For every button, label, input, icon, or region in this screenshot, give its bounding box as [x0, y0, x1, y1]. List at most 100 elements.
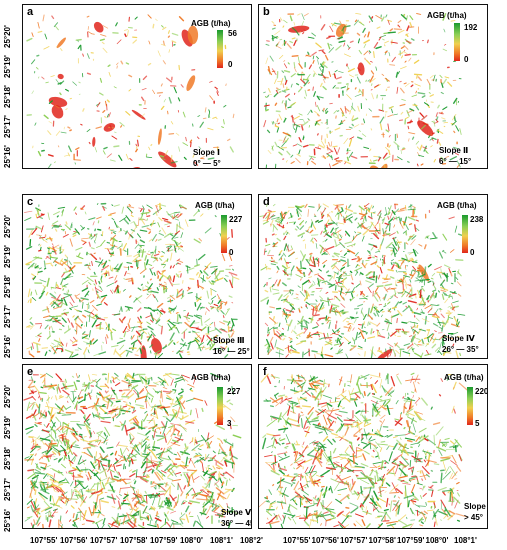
- agb-stroke: [175, 245, 183, 248]
- agb-stroke: [52, 483, 62, 489]
- agb-stroke: [403, 343, 411, 347]
- agb-stroke: [430, 145, 433, 148]
- agb-stroke: [169, 276, 172, 281]
- agb-stroke: [296, 208, 300, 217]
- agb-stroke: [125, 153, 129, 160]
- agb-stroke: [399, 207, 406, 210]
- agb-stroke: [295, 274, 304, 279]
- agb-stroke: [52, 246, 57, 255]
- agb-stroke: [367, 314, 374, 320]
- agb-patch: [157, 128, 162, 145]
- slope-range: 26° — 35°: [442, 345, 479, 354]
- agb-stroke: [414, 352, 423, 358]
- agb-stroke: [437, 486, 447, 492]
- agb-stroke: [400, 46, 405, 49]
- agb-stroke: [114, 221, 118, 228]
- agb-stroke: [176, 396, 181, 405]
- agb-stroke: [350, 155, 358, 159]
- agb-stroke: [23, 396, 34, 401]
- agb-stroke: [305, 301, 311, 306]
- agb-stroke: [129, 469, 133, 472]
- agb-stroke: [26, 516, 33, 519]
- agb-stroke: [167, 455, 171, 461]
- agb-stroke: [34, 469, 42, 473]
- agb-stroke: [110, 332, 113, 341]
- agb-stroke: [303, 328, 308, 334]
- agb-stroke: [28, 386, 32, 392]
- agb-stroke: [346, 265, 351, 267]
- agb-stroke: [199, 121, 204, 128]
- agb-stroke: [357, 327, 364, 333]
- agb-stroke: [69, 461, 72, 467]
- agb-stroke: [94, 519, 104, 525]
- agb-stroke: [94, 482, 101, 485]
- agb-stroke: [368, 250, 371, 253]
- agb-stroke: [134, 495, 142, 499]
- agb-stroke: [330, 141, 333, 147]
- agb-stroke: [300, 204, 304, 208]
- agb-stroke: [141, 88, 147, 91]
- agb-stroke: [125, 349, 133, 353]
- agb-stroke: [410, 335, 414, 343]
- agb-stroke: [211, 299, 214, 304]
- agb-stroke: [110, 269, 113, 272]
- agb-stroke: [120, 409, 131, 413]
- agb-stroke: [139, 208, 143, 212]
- agb-stroke: [52, 347, 57, 354]
- agb-stroke: [391, 306, 397, 310]
- agb-stroke: [171, 32, 179, 36]
- agb-stroke: [271, 121, 278, 125]
- agb-stroke: [94, 314, 98, 318]
- agb-stroke: [111, 135, 118, 140]
- agb-stroke: [99, 460, 102, 462]
- agb-stroke: [167, 320, 175, 327]
- agb-stroke: [147, 379, 150, 385]
- agb-stroke: [173, 245, 177, 253]
- agb-stroke: [148, 231, 152, 235]
- agb-stroke: [293, 221, 296, 225]
- agb-stroke: [126, 328, 130, 330]
- agb-stroke: [368, 50, 372, 53]
- agb-stroke: [371, 212, 373, 218]
- agb-stroke: [276, 265, 280, 270]
- agb-stroke: [92, 313, 98, 319]
- agb-stroke: [89, 475, 92, 480]
- agb-stroke: [208, 470, 217, 475]
- agb-stroke: [193, 314, 201, 319]
- agb-stroke: [146, 218, 149, 222]
- agb-stroke: [226, 138, 231, 142]
- agb-stroke: [200, 316, 203, 326]
- agb-stroke: [449, 249, 455, 253]
- agb-stroke: [290, 73, 296, 78]
- agb-stroke: [97, 433, 106, 440]
- agb-stroke: [205, 307, 210, 312]
- agb-stroke: [176, 223, 178, 233]
- agb-stroke: [365, 506, 367, 511]
- agb-stroke: [294, 325, 296, 330]
- agb-stroke: [274, 78, 277, 84]
- agb-stroke: [113, 464, 116, 471]
- agb-stroke: [170, 161, 178, 164]
- agb-stroke: [394, 216, 400, 220]
- agb-stroke: [139, 245, 142, 248]
- agb-stroke: [155, 18, 158, 21]
- agb-stroke: [319, 247, 324, 254]
- agb-stroke: [383, 155, 391, 161]
- agb-stroke: [82, 407, 88, 410]
- agb-stroke: [391, 259, 394, 262]
- agb-stroke: [153, 506, 156, 510]
- agb-stroke: [171, 40, 177, 44]
- agb-stroke: [105, 441, 108, 445]
- agb-stroke: [430, 277, 434, 280]
- agb-stroke: [338, 29, 346, 34]
- agb-stroke: [65, 221, 68, 225]
- agb-stroke: [31, 524, 35, 528]
- agb-stroke: [31, 256, 40, 262]
- agb-stroke: [196, 284, 205, 289]
- agb-stroke: [110, 471, 114, 480]
- agb-stroke: [347, 68, 355, 73]
- agb-stroke: [43, 260, 46, 268]
- agb-stroke: [40, 485, 45, 491]
- agb-stroke: [324, 451, 331, 462]
- slope-range: 0° — 5°: [193, 159, 221, 168]
